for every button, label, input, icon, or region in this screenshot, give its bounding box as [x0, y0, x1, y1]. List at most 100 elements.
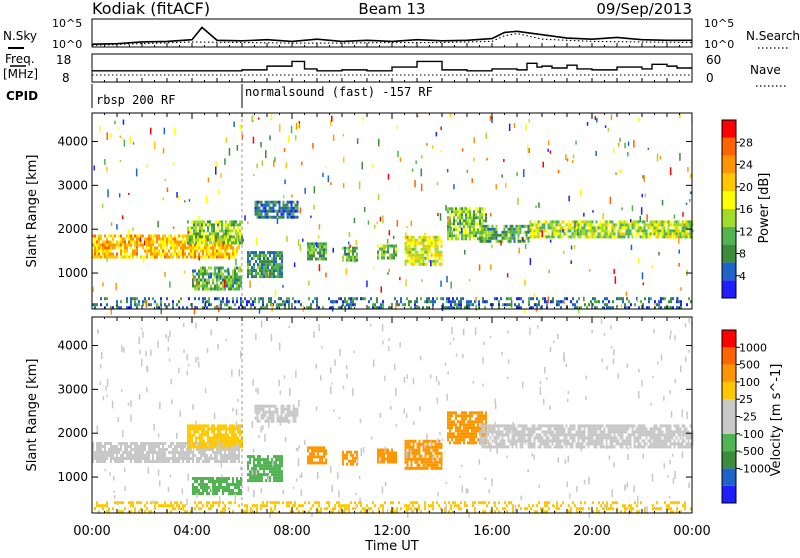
- velocity-echo-cell: [220, 483, 222, 486]
- power-echo-cell: [568, 220, 570, 223]
- velocity-echo-cell: [295, 414, 297, 417]
- power-echo-cell: [612, 223, 614, 226]
- power-echo-cell: [164, 256, 166, 259]
- power-echo-cell: [195, 226, 197, 229]
- power-ylabel: Slant Range [km]: [25, 155, 40, 268]
- velocity-echo-cell: [194, 477, 196, 480]
- power-echo-cell: [164, 250, 166, 253]
- velocity-echo-cell: [116, 460, 118, 463]
- power-echo-cell: [387, 239, 389, 243]
- velocity-echo-cell: [350, 463, 352, 466]
- velocity-echo-cell: [580, 430, 582, 433]
- power-echo-cell: [218, 279, 220, 282]
- velocity-echo-cell: [417, 467, 419, 470]
- power-echo-cell: [100, 244, 102, 247]
- power-echo-cell: [213, 229, 215, 232]
- power-echo-cell: [448, 300, 450, 303]
- power-echo-cell: [387, 251, 389, 254]
- velocity-echo-cell: [439, 452, 441, 455]
- power-echo-cell: [262, 160, 264, 165]
- power-echo-cell: [259, 263, 261, 266]
- power-echo-cell: [172, 244, 174, 247]
- power-echo-cell: [325, 248, 327, 251]
- velocity-echo-cell: [275, 473, 277, 476]
- power-echo-cell: [510, 240, 512, 243]
- velocity-echo-cell: [232, 480, 234, 483]
- power-echo-cell: [214, 256, 216, 259]
- velocity-echo-cell: [391, 461, 393, 464]
- velocity-echo-cell: [199, 427, 201, 430]
- velocity-echo-cell: [433, 467, 435, 470]
- velocity-echo-cell: [381, 458, 383, 461]
- velocity-echo-cell: [584, 430, 586, 433]
- velocity-echo-cell: [232, 451, 234, 454]
- power-echo-cell: [120, 250, 122, 253]
- power-echo-cell: [355, 240, 357, 246]
- velocity-echo-cell: [628, 439, 630, 442]
- power-echo-cell: [645, 194, 647, 198]
- velocity-echo-cell: [453, 423, 455, 426]
- velocity-echo-cell: [142, 442, 144, 445]
- velocity-echo-cell: [237, 430, 239, 433]
- power-echo-cell: [491, 245, 493, 249]
- velocity-echo-cell: [176, 460, 178, 463]
- power-echo-cell: [670, 232, 672, 235]
- power-echo-cell: [380, 303, 382, 306]
- velocity-echo-cell: [556, 442, 558, 445]
- power-ytick-label: 3000: [57, 178, 88, 192]
- velocity-echo-cell: [196, 448, 198, 451]
- power-echo-cell: [413, 242, 415, 245]
- velocity-echo-cell: [612, 439, 614, 442]
- power-echo-cell: [251, 269, 253, 272]
- power-echo-cell: [600, 232, 602, 235]
- velocity-echo-cell: [586, 424, 588, 427]
- power-echo-cell: [201, 235, 203, 238]
- velocity-echo-cell: [437, 449, 439, 452]
- power-echo-cell: [275, 269, 277, 272]
- velocity-echo-cell: [269, 408, 271, 411]
- power-echo-cell: [313, 254, 315, 257]
- power-echo-cell: [281, 266, 283, 269]
- velocity-echo-cell: [271, 467, 273, 470]
- power-echo-cell: [134, 247, 136, 250]
- power-echo-cell: [276, 303, 278, 306]
- power-echo-cell: [568, 196, 570, 202]
- power-echo-cell: [437, 182, 439, 185]
- power-echo-cell: [343, 183, 345, 188]
- power-echo-cell: [174, 238, 176, 241]
- power-echo-cell: [656, 226, 658, 229]
- velocity-echo-cell: [455, 423, 457, 426]
- velocity-echo-cell: [600, 433, 602, 436]
- velocity-echo-cell: [239, 433, 241, 436]
- power-echo-cell: [435, 248, 437, 251]
- power-echo-cell: [354, 297, 356, 300]
- power-echo-cell: [486, 133, 488, 139]
- power-echo-cell: [415, 254, 417, 257]
- power-echo-cell: [241, 266, 243, 269]
- velocity-echo-cell: [233, 433, 235, 436]
- velocity-echo-cell: [224, 451, 226, 454]
- power-echo-cell: [658, 300, 660, 303]
- power-echo-cell: [140, 238, 142, 243]
- power-echo-cell: [176, 253, 178, 256]
- power-echo-cell: [453, 222, 455, 225]
- velocity-echo-cell: [566, 445, 568, 448]
- power-echo-cell: [459, 225, 461, 228]
- velocity-echo-cell: [279, 470, 281, 473]
- velocity-echo-cell: [309, 461, 311, 464]
- power-echo-cell: [122, 244, 124, 247]
- power-echo-cell: [646, 232, 648, 235]
- power-echo-cell: [174, 247, 176, 250]
- velocity-echo-cell: [275, 467, 277, 470]
- velocity-echo-cell: [94, 454, 96, 457]
- power-echo-cell: [106, 250, 108, 253]
- velocity-echo-cell: [203, 439, 205, 442]
- power-echo-cell: [164, 235, 166, 238]
- velocity-echo-cell: [407, 440, 409, 443]
- power-echo-cell: [494, 231, 496, 234]
- velocity-echo-cell: [600, 424, 602, 427]
- power-echo-cell: [307, 248, 309, 251]
- power-echo-cell: [408, 303, 410, 306]
- power-echo-cell: [273, 260, 275, 263]
- power-echo-cell: [150, 250, 152, 253]
